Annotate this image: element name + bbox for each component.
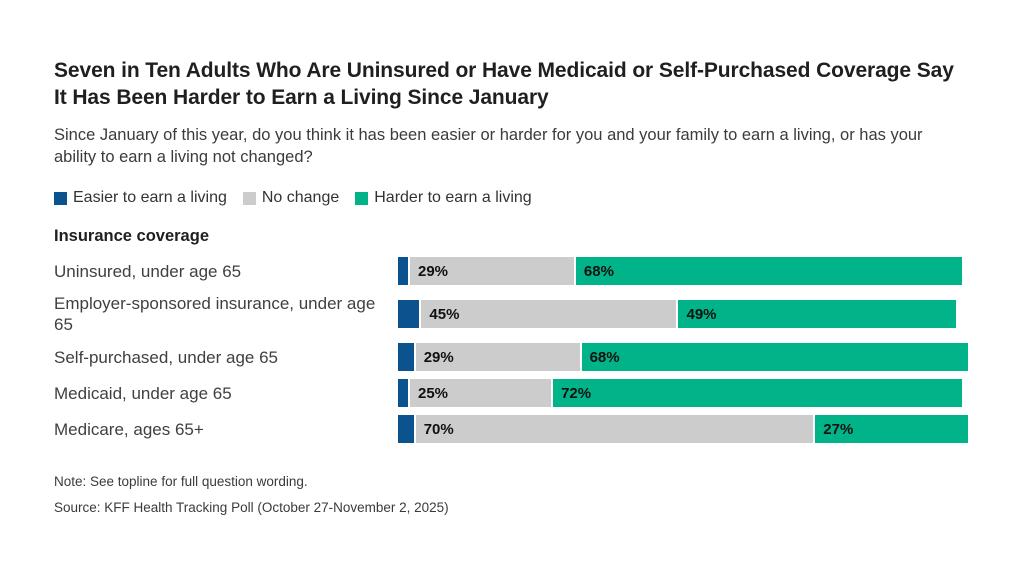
bar-segment-harder: 68% [581,343,968,371]
bar-segment-easier [398,343,414,371]
bar-segment-no_change: 29% [410,257,574,285]
note-text: Note: See topline for full question word… [54,474,308,489]
source-text: Source: KFF Health Tracking Poll (Octobe… [54,500,449,515]
bar-value-label: 70% [423,420,454,438]
bar-segment-no_change: 25% [410,379,552,407]
legend-swatch-no-change-icon [242,191,256,205]
bar-segment-easier [398,300,420,328]
stacked-bar: 29% 68% [398,343,968,371]
bar-value-label: 29% [423,348,454,366]
legend: Easier to earn a living No change Harder… [54,189,968,207]
legend-item-harder: Harder to earn a living [355,189,532,207]
bar-value-label: 29% [418,262,449,280]
bar-segment-easier [398,379,408,407]
row-label: Medicaid, under age 65 [54,383,232,403]
row-label: Uninsured, under age 65 [54,261,242,281]
legend-swatch-harder-icon [355,191,369,205]
bar-segment-harder: 49% [678,300,957,328]
stacked-bar: 45% 49% [398,300,968,328]
stacked-bar: 29% 68% [398,257,968,285]
stacked-bar: 25% 72% [398,379,968,407]
row-label: Employer-sponsored insurance, under age … [54,294,376,334]
bar-segment-harder: 68% [575,257,963,285]
chart-rows: Uninsured, under age 65 29% 68% Employer-sp… [54,257,968,443]
row-label: Self-purchased, under age 65 [54,347,278,367]
stacked-bar: 70% 27% [398,415,968,443]
legend-item-no-change: No change [242,189,340,207]
legend-label: Easier to earn a living [73,189,227,206]
chart-question: Since January of this year, do you think… [54,126,923,166]
legend-label: No change [261,189,340,206]
category-group-label: Insurance coverage [54,227,209,245]
bar-value-label: 68% [589,348,620,366]
bar-value-label: 45% [429,305,460,323]
bar-value-label: 49% [686,305,717,323]
chart-title: Seven in Ten Adults Who Are Uninsured or… [54,59,954,109]
bar-value-label: 72% [561,384,592,402]
bar-segment-no_change: 45% [421,300,677,328]
bar-segment-easier [398,415,414,443]
chart-row: Uninsured, under age 65 29% 68% [54,257,968,285]
chart-row: Employer-sponsored insurance, under age … [54,293,968,335]
bar-segment-harder: 27% [815,415,968,443]
chart-row: Medicaid, under age 65 25% 72% [54,379,968,407]
bar-value-label: 68% [583,262,614,280]
chart-footer: Note: See topline for full question word… [54,473,968,516]
chart-row: Medicare, ages 65+ 70% 27% [54,415,968,443]
legend-swatch-easier-icon [54,191,67,205]
row-label: Medicare, ages 65+ [54,419,204,439]
legend-label: Harder to earn a living [374,189,532,206]
bar-value-label: 27% [823,420,854,438]
bar-segment-harder: 72% [553,379,963,407]
bar-segment-no_change: 70% [415,415,814,443]
bar-segment-easier [398,257,408,285]
bar-value-label: 25% [418,384,449,402]
legend-item-easier: Easier to earn a living [54,189,227,207]
chart-row: Self-purchased, under age 65 29% 68% [54,343,968,371]
bar-segment-no_change: 29% [415,343,580,371]
